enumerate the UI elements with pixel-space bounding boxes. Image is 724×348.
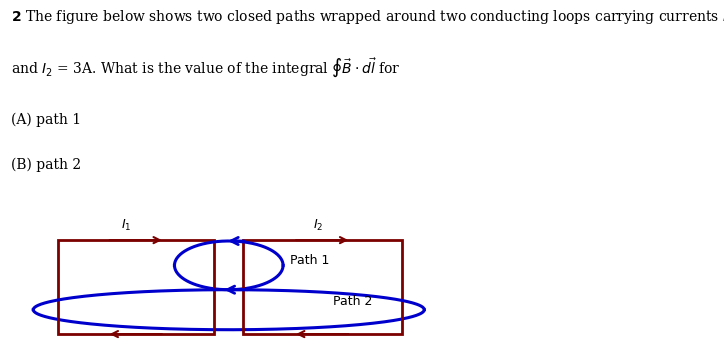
Text: $\mathbf{2}$ The figure below shows two closed paths wrapped around two conducti: $\mathbf{2}$ The figure below shows two … [11,8,724,26]
Text: Path 1: Path 1 [290,254,329,268]
Text: (B) path 2: (B) path 2 [11,157,81,172]
Text: (A) path 1: (A) path 1 [11,113,81,127]
Text: Path 2: Path 2 [333,295,372,308]
Text: $I_1$: $I_1$ [122,218,132,233]
Text: and $I_2$ = 3A. What is the value of the integral $\oint \vec{B} \cdot d\vec{l}$: and $I_2$ = 3A. What is the value of the… [11,56,400,79]
Text: $I_2$: $I_2$ [313,218,324,233]
